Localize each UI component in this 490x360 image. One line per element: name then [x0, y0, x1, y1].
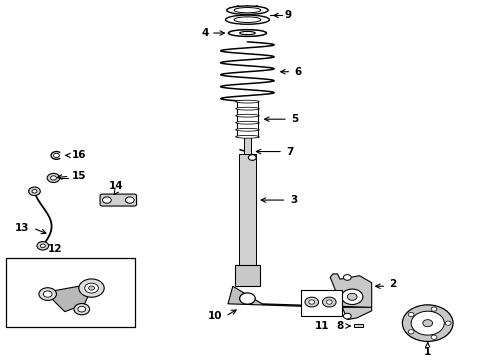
Circle shape [50, 176, 56, 180]
Circle shape [408, 330, 414, 334]
Circle shape [248, 155, 256, 160]
Text: 5: 5 [291, 114, 298, 124]
Circle shape [43, 291, 52, 297]
Ellipse shape [234, 17, 261, 22]
Ellipse shape [240, 31, 255, 35]
Circle shape [347, 293, 357, 300]
Circle shape [78, 306, 86, 312]
Circle shape [343, 275, 351, 280]
Ellipse shape [225, 15, 270, 24]
Text: 15: 15 [72, 171, 87, 181]
Circle shape [309, 300, 315, 304]
Text: 3: 3 [290, 195, 297, 205]
Ellipse shape [236, 107, 259, 110]
Text: 9: 9 [285, 10, 292, 21]
Circle shape [402, 305, 453, 341]
Ellipse shape [236, 128, 259, 131]
Circle shape [305, 297, 318, 307]
Text: 6: 6 [294, 67, 302, 77]
FancyBboxPatch shape [100, 194, 137, 206]
Text: 11: 11 [315, 321, 329, 332]
Circle shape [74, 303, 90, 315]
Circle shape [342, 289, 363, 305]
Circle shape [28, 187, 40, 195]
Bar [301, 290, 343, 316]
Circle shape [431, 307, 437, 311]
Text: 16: 16 [72, 150, 87, 161]
Circle shape [79, 279, 104, 297]
Circle shape [408, 312, 414, 316]
Circle shape [326, 300, 332, 304]
Text: 12: 12 [48, 243, 63, 253]
Text: 2: 2 [389, 279, 396, 289]
Ellipse shape [228, 30, 267, 36]
Text: 4: 4 [201, 28, 208, 38]
Circle shape [240, 293, 255, 304]
Circle shape [102, 197, 111, 203]
Ellipse shape [236, 121, 259, 124]
Circle shape [53, 153, 59, 158]
Text: 10: 10 [208, 311, 222, 321]
Circle shape [47, 174, 60, 183]
Bar [235, 265, 260, 286]
Circle shape [89, 286, 95, 290]
Bar [6, 258, 135, 327]
Text: 1: 1 [424, 347, 431, 357]
Ellipse shape [236, 135, 259, 138]
Bar [354, 324, 363, 327]
Circle shape [343, 313, 351, 319]
Circle shape [411, 311, 444, 335]
Circle shape [85, 283, 98, 293]
Text: 14: 14 [109, 181, 123, 190]
Polygon shape [228, 286, 372, 307]
Circle shape [431, 335, 437, 339]
Circle shape [423, 320, 433, 327]
Text: 7: 7 [287, 147, 294, 157]
Circle shape [37, 242, 49, 250]
Circle shape [39, 288, 56, 300]
Circle shape [445, 321, 451, 325]
Text: 13: 13 [15, 223, 30, 233]
Polygon shape [330, 274, 372, 320]
Polygon shape [45, 284, 94, 312]
Ellipse shape [236, 114, 259, 117]
Bar [244, 136, 251, 154]
Ellipse shape [227, 6, 268, 14]
Bar [239, 154, 256, 269]
Ellipse shape [234, 8, 261, 13]
Circle shape [322, 297, 336, 307]
Circle shape [32, 189, 37, 193]
Ellipse shape [236, 100, 259, 103]
Circle shape [125, 197, 134, 203]
Circle shape [40, 244, 45, 248]
Text: 8: 8 [336, 321, 343, 331]
